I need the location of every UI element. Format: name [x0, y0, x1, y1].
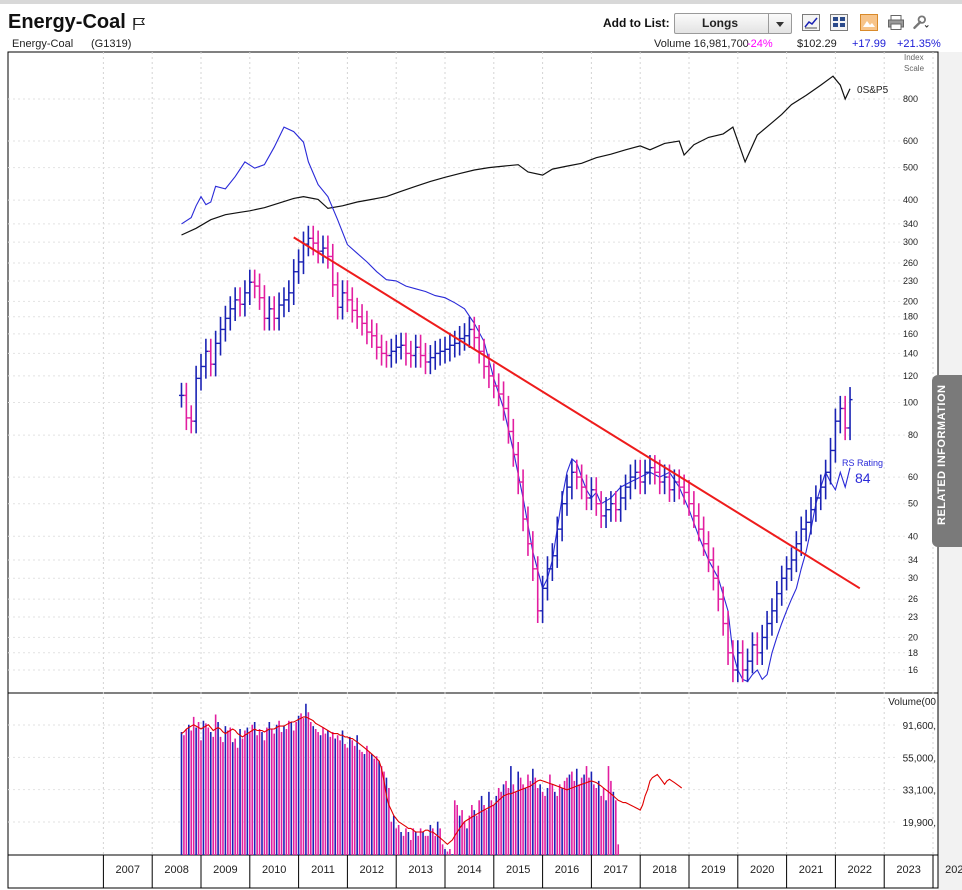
add-to-list-label: Add to List:	[603, 16, 670, 30]
volume-average-line	[181, 716, 683, 846]
price-tick-label: 26	[908, 594, 918, 604]
flag-icon[interactable]	[132, 17, 146, 31]
info-change-pct: +21.35%	[897, 38, 941, 50]
volume-tick-label: 91,600,	[903, 721, 936, 732]
index-scale-label: Scale	[904, 64, 925, 73]
index-scale-label: Index	[904, 53, 924, 62]
x-tick-label: 2012	[360, 864, 384, 876]
x-tick-label: 2017	[604, 864, 628, 876]
trend-line	[293, 236, 861, 590]
volume-tick-label: 55,000,	[903, 753, 936, 764]
print-icon[interactable]	[887, 14, 905, 31]
price-tick-label: 30	[908, 573, 918, 583]
price-tick-label: 40	[908, 531, 918, 541]
x-tick-label: 2011	[311, 864, 335, 876]
price-tick-label: 500	[903, 163, 918, 173]
related-information-label: RELATED INFORMATION	[936, 384, 948, 525]
price-tick-label: 16	[908, 665, 918, 675]
x-tick-label: 2013	[408, 864, 432, 876]
rs-rating-label: RS Rating	[842, 458, 883, 468]
info-change: +17.99	[852, 38, 886, 50]
price-tick-label: 20	[908, 632, 918, 642]
price-tick-label: 260	[903, 258, 918, 268]
top-strip	[0, 0, 962, 4]
price-tick-label: 34	[908, 555, 918, 565]
price-tick-label: 23	[908, 612, 918, 622]
volume-panel	[7, 692, 939, 856]
price-tick-label: 300	[903, 237, 918, 247]
volume-title: Volume(00	[888, 697, 936, 708]
volume-tick-label: 33,100,	[903, 786, 936, 797]
chevron-down-icon[interactable]	[768, 14, 791, 33]
x-tick-label: 2024	[945, 864, 962, 876]
image-icon[interactable]	[860, 14, 878, 31]
info-price: $102.29	[797, 38, 837, 50]
info-volume-change: -24%	[747, 38, 773, 50]
volume-tick-label: 19,900,	[903, 818, 936, 829]
price-tick-label: 180	[903, 312, 918, 322]
line-chart-icon[interactable]	[802, 14, 820, 31]
x-tick-label: 2020	[750, 864, 774, 876]
price-tick-label: 340	[903, 219, 918, 229]
info-code: (G1319)	[91, 38, 132, 50]
price-tick-label: 400	[903, 195, 918, 205]
x-tick-label: 2021	[799, 864, 823, 876]
list-dropdown[interactable]: Longs	[674, 13, 792, 34]
index-line	[181, 75, 851, 236]
info-volume: Volume 16,981,700	[654, 38, 749, 50]
price-tick-label: 50	[908, 499, 918, 509]
price-tick-label: 140	[903, 348, 918, 358]
price-tick-label: 230	[903, 276, 918, 286]
x-tick-label: 2007	[116, 864, 140, 876]
x-tick-label: 2019	[701, 864, 725, 876]
index-line-label: 0S&P5	[857, 85, 889, 96]
list-dropdown-value: Longs	[702, 16, 738, 30]
grid-icon[interactable]	[830, 14, 848, 31]
x-tick-label: 2022	[848, 864, 872, 876]
date-axis-panel	[7, 854, 939, 889]
price-tick-label: 60	[908, 472, 918, 482]
price-tick-label: 600	[903, 136, 918, 146]
x-tick-label: 2009	[213, 864, 237, 876]
price-panel	[7, 51, 939, 694]
price-tick-label: 160	[903, 329, 918, 339]
price-tick-label: 120	[903, 371, 918, 381]
x-tick-label: 2015	[506, 864, 530, 876]
x-tick-label: 2018	[652, 864, 676, 876]
title-bar: Energy-Coal Add to List: Longs	[0, 4, 962, 36]
x-tick-label: 2014	[457, 864, 481, 876]
x-tick-label: 2010	[262, 864, 286, 876]
info-name: Energy-Coal	[12, 38, 74, 50]
x-tick-label: 2016	[555, 864, 579, 876]
price-tick-label: 100	[903, 398, 918, 408]
info-bar: Energy-Coal (G1319) Volume 16,981,700 -2…	[8, 38, 941, 52]
x-tick-label: 2008	[164, 864, 188, 876]
price-tick-label: 80	[908, 430, 918, 440]
page-title: Energy-Coal	[8, 11, 126, 33]
price-tick-label: 800	[903, 94, 918, 104]
price-tick-label: 200	[903, 296, 918, 306]
x-tick-label: 2023	[896, 864, 920, 876]
rs-line	[181, 126, 851, 683]
price-tick-label: 18	[908, 648, 918, 658]
related-information-tab[interactable]: RELATED INFORMATION	[932, 375, 962, 547]
wrench-icon[interactable]	[912, 14, 930, 31]
rs-rating-value: 84	[855, 470, 871, 486]
